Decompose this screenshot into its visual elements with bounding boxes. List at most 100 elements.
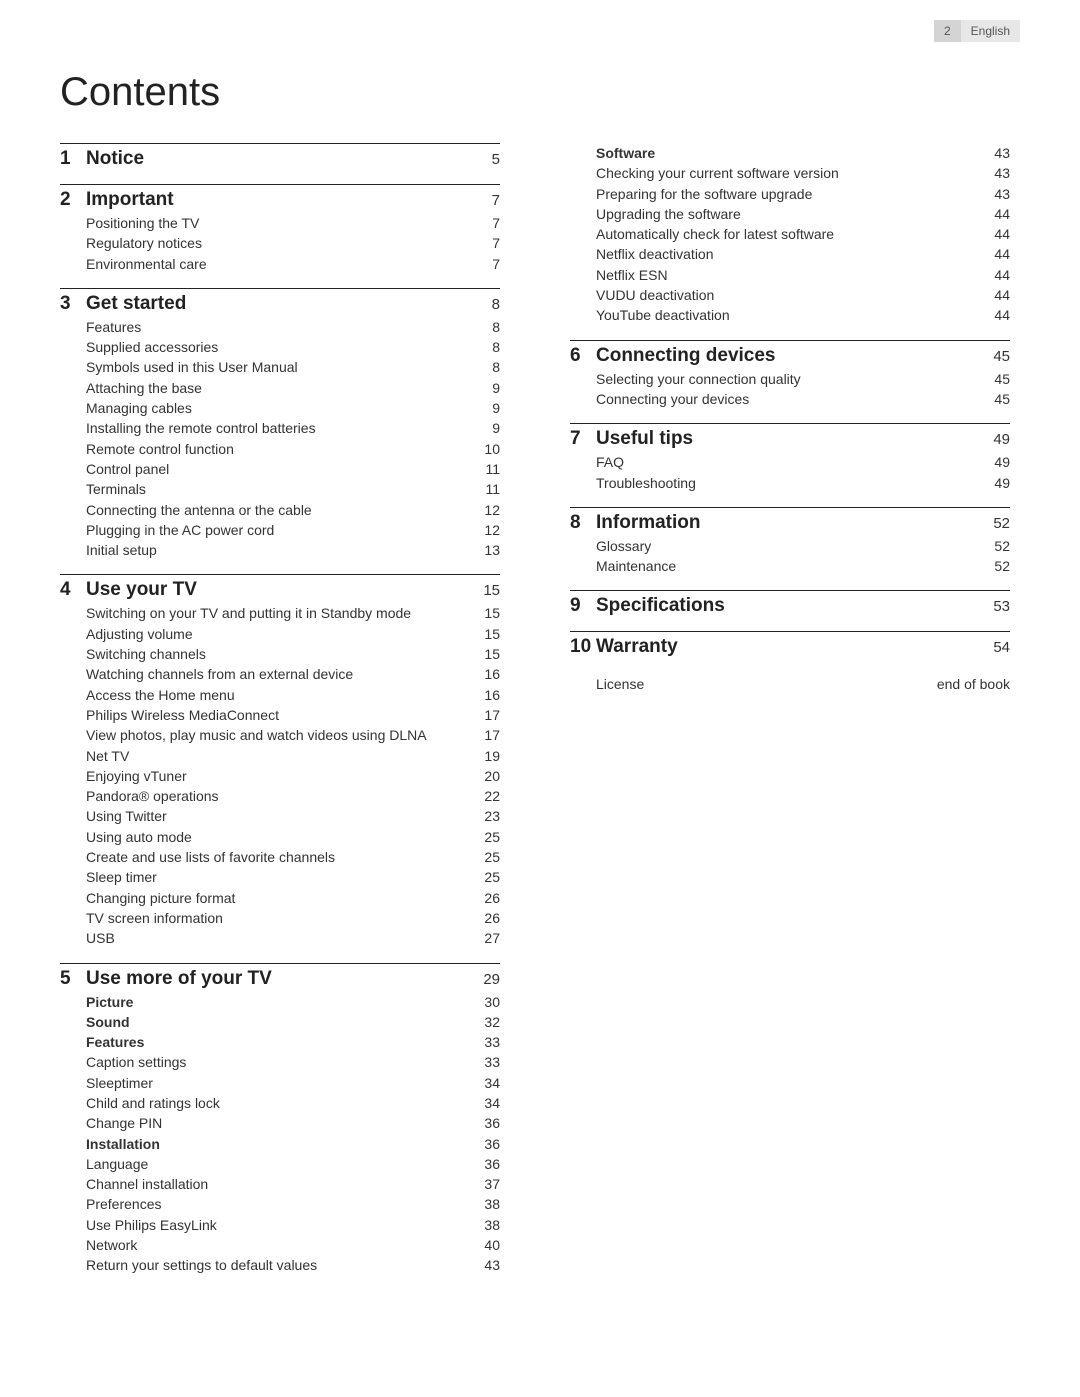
toc-item[interactable]: Switching channels15 [86, 644, 500, 664]
toc-item-page: 44 [980, 244, 1010, 264]
toc-item[interactable]: Troubleshooting49 [596, 473, 1010, 493]
toc-item-label: Installation [86, 1134, 470, 1154]
toc-item[interactable]: Using auto mode25 [86, 827, 500, 847]
toc-item[interactable]: Netflix deactivation44 [596, 244, 1010, 264]
toc-item[interactable]: Selecting your connection quality45 [596, 369, 1010, 389]
toc-item[interactable]: YouTube deactivation44 [596, 305, 1010, 325]
toc-item-label: Symbols used in this User Manual [86, 357, 470, 377]
toc-item[interactable]: Channel installation37 [86, 1174, 500, 1194]
toc-item[interactable]: Control panel11 [86, 459, 500, 479]
toc-item-page: 19 [470, 746, 500, 766]
toc-item[interactable]: Attaching the base9 [86, 378, 500, 398]
toc-item[interactable]: Connecting your devices45 [596, 389, 1010, 409]
toc-section-title: Connecting devices [596, 345, 980, 367]
toc-item[interactable]: Installation36 [86, 1134, 500, 1154]
toc-item-page: 26 [470, 888, 500, 908]
toc-item[interactable]: Caption settings33 [86, 1052, 500, 1072]
toc-item-label: Using auto mode [86, 827, 470, 847]
toc-item[interactable]: Automatically check for latest software4… [596, 224, 1010, 244]
toc-item[interactable]: View photos, play music and watch videos… [86, 725, 500, 745]
toc-item-label: Connecting the antenna or the cable [86, 500, 470, 520]
toc-columns: 1Notice52Important7Positioning the TV7Re… [60, 143, 1020, 1290]
toc-item[interactable]: Picture30 [86, 992, 500, 1012]
toc-section-head[interactable]: 10Warranty54 [570, 636, 1010, 658]
toc-section: 6Connecting devices45Selecting your conn… [570, 340, 1010, 410]
toc-item[interactable]: Use Philips EasyLink38 [86, 1215, 500, 1235]
toc-item[interactable]: TV screen information26 [86, 908, 500, 928]
toc-item-label: Changing picture format [86, 888, 470, 908]
toc-item[interactable]: USB27 [86, 928, 500, 948]
toc-item[interactable]: Upgrading the software44 [596, 204, 1010, 224]
toc-item[interactable]: Preparing for the software upgrade43 [596, 184, 1010, 204]
toc-item[interactable]: Enjoying vTuner20 [86, 766, 500, 786]
toc-item-label: Create and use lists of favorite channel… [86, 847, 470, 867]
toc-item[interactable]: Terminals11 [86, 479, 500, 499]
toc-section-head[interactable]: 6Connecting devices45 [570, 345, 1010, 367]
toc-item[interactable]: Installing the remote control batteries9 [86, 418, 500, 438]
toc-section-head[interactable]: 4Use your TV15 [60, 579, 500, 601]
toc-item-page: 26 [470, 908, 500, 928]
toc-section-title: Information [596, 512, 980, 534]
toc-section-title: Use more of your TV [86, 968, 470, 990]
toc-item[interactable]: Positioning the TV7 [86, 213, 500, 233]
toc-item[interactable]: Features33 [86, 1032, 500, 1052]
toc-item[interactable]: Remote control function10 [86, 439, 500, 459]
toc-section-head[interactable]: 1Notice5 [60, 148, 500, 170]
toc-item[interactable]: Plugging in the AC power cord12 [86, 520, 500, 540]
toc-item-page: 25 [470, 867, 500, 887]
toc-items: Switching on your TV and putting it in S… [86, 603, 500, 948]
toc-item[interactable]: FAQ49 [596, 452, 1010, 472]
toc-item[interactable]: Connecting the antenna or the cable12 [86, 500, 500, 520]
toc-item-label: Checking your current software version [596, 163, 980, 183]
toc-item[interactable]: Sleep timer25 [86, 867, 500, 887]
toc-item[interactable]: Netflix ESN44 [596, 265, 1010, 285]
toc-item[interactable]: Watching channels from an external devic… [86, 664, 500, 684]
toc-item-label: Preferences [86, 1194, 470, 1214]
toc-item[interactable]: Glossary52 [596, 536, 1010, 556]
toc-item[interactable]: Maintenance52 [596, 556, 1010, 576]
toc-item[interactable]: Preferences38 [86, 1194, 500, 1214]
toc-item[interactable]: Supplied accessories8 [86, 337, 500, 357]
toc-item[interactable]: Child and ratings lock34 [86, 1093, 500, 1113]
toc-item[interactable]: Pandora® operations22 [86, 786, 500, 806]
toc-item[interactable]: Environmental care7 [86, 254, 500, 274]
toc-item[interactable]: VUDU deactivation44 [596, 285, 1010, 305]
toc-section-number: 9 [570, 595, 596, 617]
toc-item[interactable]: Network40 [86, 1235, 500, 1255]
toc-item[interactable]: Using Twitter23 [86, 806, 500, 826]
toc-section-page: 29 [470, 971, 500, 988]
toc-item[interactable]: Create and use lists of favorite channel… [86, 847, 500, 867]
toc-item[interactable]: Access the Home menu16 [86, 685, 500, 705]
toc-item[interactable]: Regulatory notices7 [86, 233, 500, 253]
toc-section-head[interactable]: 3Get started8 [60, 293, 500, 315]
toc-section: 4Use your TV15Switching on your TV and p… [60, 574, 500, 948]
toc-item-label: VUDU deactivation [596, 285, 980, 305]
toc-item-label: Network [86, 1235, 470, 1255]
toc-item[interactable]: Sleeptimer34 [86, 1073, 500, 1093]
toc-item[interactable]: Checking your current software version43 [596, 163, 1010, 183]
toc-item-page: 36 [470, 1113, 500, 1133]
toc-item[interactable]: Changing picture format26 [86, 888, 500, 908]
toc-item[interactable]: Change PIN36 [86, 1113, 500, 1133]
toc-section-page: 49 [980, 431, 1010, 448]
toc-item[interactable]: Managing cables9 [86, 398, 500, 418]
toc-item[interactable]: Software43 [596, 143, 1010, 163]
toc-item[interactable]: Net TV19 [86, 746, 500, 766]
toc-item-page: 25 [470, 847, 500, 867]
toc-item-page: 43 [980, 184, 1010, 204]
toc-item[interactable]: Return your settings to default values43 [86, 1255, 500, 1275]
toc-item[interactable]: Symbols used in this User Manual8 [86, 357, 500, 377]
toc-section-head[interactable]: 9Specifications53 [570, 595, 1010, 617]
toc-section-head[interactable]: 8Information52 [570, 512, 1010, 534]
toc-item[interactable]: Sound32 [86, 1012, 500, 1032]
toc-item[interactable]: Adjusting volume15 [86, 624, 500, 644]
toc-section-head[interactable]: 2Important7 [60, 189, 500, 211]
toc-item[interactable]: Initial setup13 [86, 540, 500, 560]
toc-item[interactable]: Switching on your TV and putting it in S… [86, 603, 500, 623]
toc-item[interactable]: Philips Wireless MediaConnect17 [86, 705, 500, 725]
toc-section-head[interactable]: 7Useful tips49 [570, 428, 1010, 450]
toc-item[interactable]: Language36 [86, 1154, 500, 1174]
toc-license-row[interactable]: Licenseend of book [596, 676, 1010, 692]
toc-section-head[interactable]: 5Use more of your TV29 [60, 968, 500, 990]
toc-item[interactable]: Features8 [86, 317, 500, 337]
